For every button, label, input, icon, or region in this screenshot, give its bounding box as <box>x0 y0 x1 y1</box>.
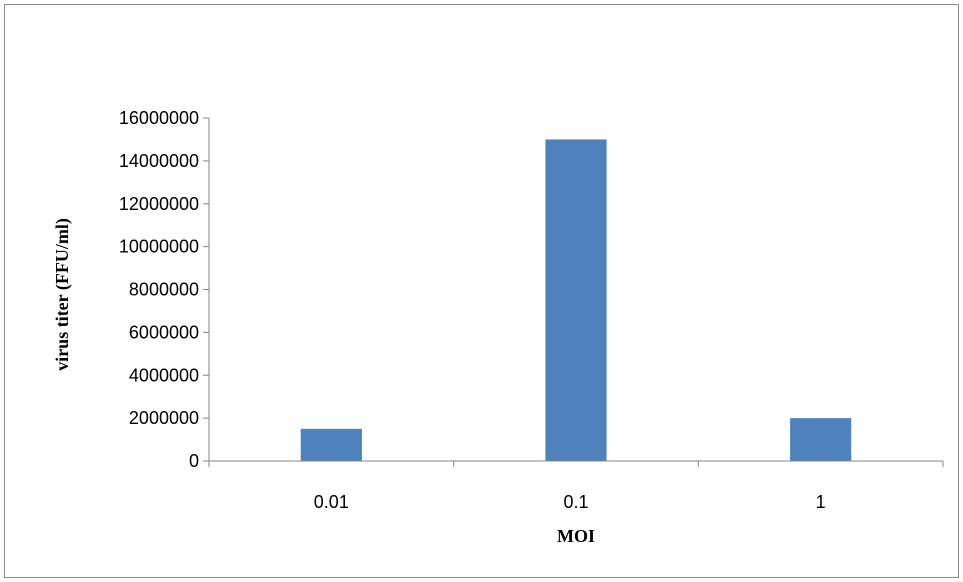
y-tick-label: 2000000 <box>129 408 199 428</box>
x-tick-label: 1 <box>816 492 826 512</box>
bar-series <box>300 139 852 461</box>
bar-moi-1 <box>790 418 852 461</box>
y-tick-label: 14000000 <box>119 151 199 171</box>
y-axis-ticks: 0 2000000 4000000 6000000 8000000 10000000 120… <box>119 108 209 471</box>
bar-moi-0-01 <box>300 428 362 461</box>
chart-area <box>4 4 959 578</box>
y-tick-label: 8000000 <box>129 280 199 300</box>
x-axis-title: MOI <box>557 526 595 546</box>
x-tick-label: 0.1 <box>563 492 588 512</box>
bar-moi-0-1 <box>545 139 607 461</box>
y-tick-label: 4000000 <box>129 365 199 385</box>
y-tick-label: 12000000 <box>119 194 199 214</box>
y-tick-label: 16000000 <box>119 108 199 128</box>
x-axis-ticks: 0.01 0.1 1 <box>208 461 944 512</box>
y-axis-title: virus titer (FFU/ml) <box>52 218 73 371</box>
y-tick-label: 6000000 <box>129 322 199 342</box>
x-tick-label: 0.01 <box>314 492 349 512</box>
y-tick-label: 0 <box>189 451 199 471</box>
y-tick-label: 10000000 <box>119 237 199 257</box>
